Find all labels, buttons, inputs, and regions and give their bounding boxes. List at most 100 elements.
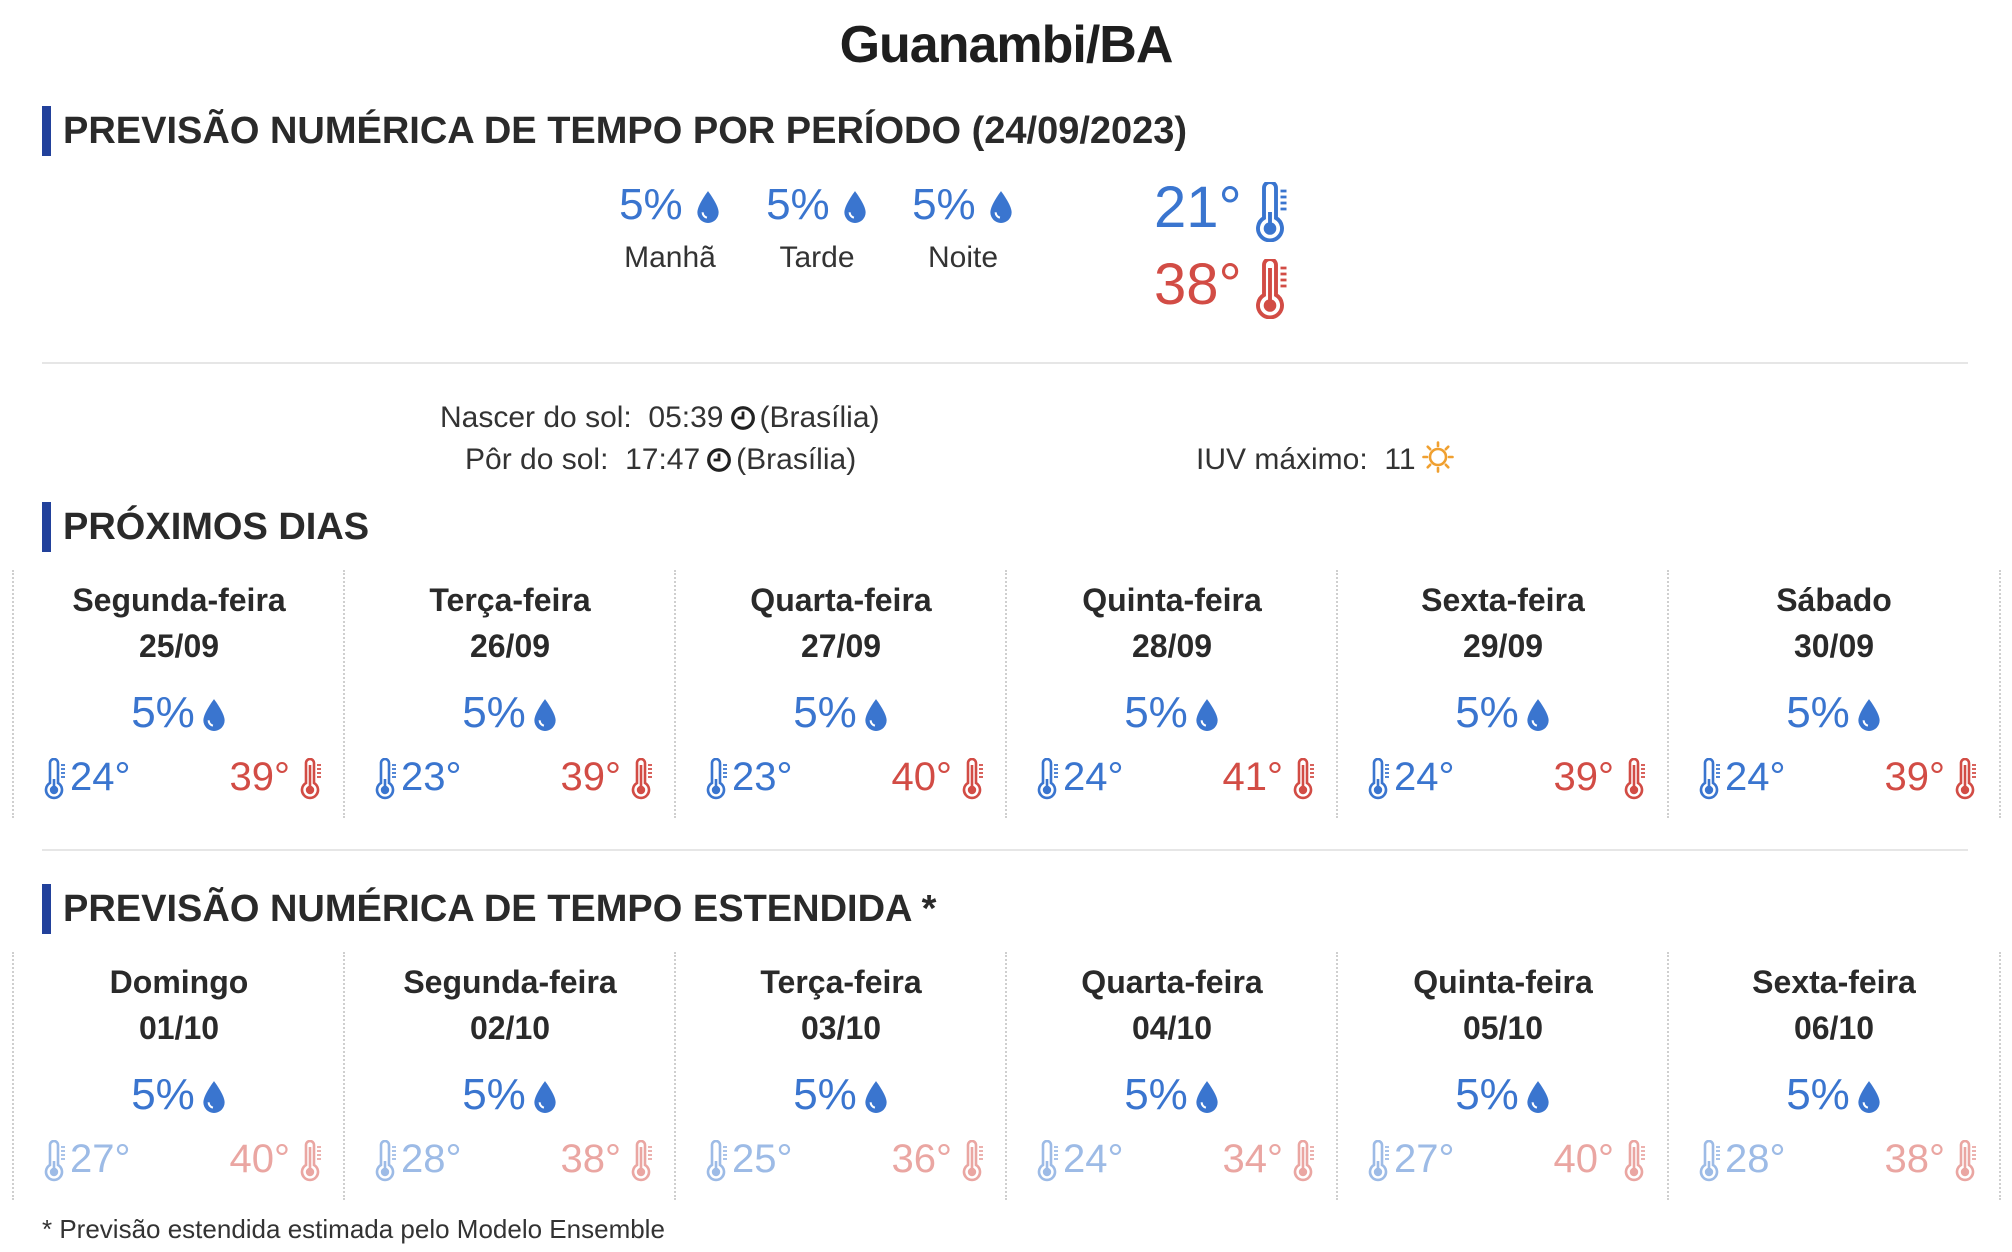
raindrop-icon — [865, 1081, 887, 1114]
min-temp: 24° — [1035, 752, 1124, 802]
rain-chance: 5% — [619, 180, 683, 229]
max-temp: 38° — [561, 1134, 654, 1184]
max-temp-value: 39° — [1553, 755, 1615, 799]
rain-chance: 5% — [1007, 1068, 1337, 1122]
sunset: Pôr do sol: 17:47 (Brasília) — [465, 440, 856, 480]
min-temp-value: 28° — [1725, 1137, 1786, 1181]
footnote: * Previsão estendida estimada pelo Model… — [42, 1214, 665, 1244]
thermometer-hot-icon — [1955, 1140, 1976, 1182]
thermometer-hot-icon — [1624, 1140, 1645, 1182]
thermometer-hot-icon — [1955, 758, 1976, 800]
day-name: Terça-feira — [429, 582, 591, 618]
thermometer-cold-icon — [1699, 758, 1720, 800]
max-temp-value: 40° — [1553, 1137, 1615, 1181]
timezone: (Brasília) — [759, 401, 880, 434]
thermometer-hot-icon — [631, 1140, 652, 1182]
day-date: 04/10 — [1131, 1010, 1213, 1046]
period-label: Noite — [927, 241, 999, 274]
day-card: Segunda-feira 25/09 5% 24° 39° — [12, 570, 344, 818]
rain-chance: 5% — [345, 1068, 675, 1122]
min-temp-value: 23° — [401, 755, 462, 799]
max-temp-value: 41° — [1222, 755, 1284, 799]
min-temp: 23° — [704, 752, 793, 802]
raindrop-icon — [1196, 1081, 1218, 1114]
raindrop-icon — [203, 1081, 225, 1114]
rain-chance: 5% — [1338, 1068, 1668, 1122]
min-temp: 28° — [373, 1134, 462, 1184]
rain-value: 5% — [793, 688, 857, 737]
raindrop-icon — [534, 1081, 556, 1114]
day-name: Quinta-feira — [1413, 964, 1593, 1000]
min-temp: 24° — [1366, 752, 1455, 802]
max-temp: 38° — [1885, 1134, 1978, 1184]
divider — [42, 362, 1968, 364]
raindrop-icon — [844, 191, 866, 224]
max-temp-value: 36° — [891, 1137, 953, 1181]
rain-value: 5% — [131, 688, 195, 737]
min-temp: 24° — [1035, 1134, 1124, 1184]
period-forecast-heading: PREVISÃO NUMÉRICA DE TEMPO POR PERÍODO (… — [42, 106, 1187, 156]
min-temp-value: 24° — [1725, 755, 1786, 799]
max-temp-value: 40° — [229, 1137, 291, 1181]
extended-days-row: Domingo 01/10 5% 27° 40° Segunda-feira 02/10 5%… — [12, 952, 2001, 1200]
temp-value: 38° — [1154, 252, 1242, 317]
temp-value: 21° — [1154, 175, 1242, 240]
day-date: 03/10 — [800, 1010, 882, 1046]
min-temp-value: 24° — [70, 755, 131, 799]
sunrise-time: 05:39 — [648, 401, 724, 434]
day-date: 28/09 — [1131, 628, 1213, 664]
rain-chance: 5% — [1669, 686, 1999, 740]
day-card: Quinta-feira 28/09 5% 24° 41° — [1005, 570, 1337, 818]
max-temp: 39° — [561, 752, 654, 802]
max-temp: 36° — [892, 1134, 985, 1184]
rain-value: 5% — [462, 688, 526, 737]
thermometer-cold-icon — [375, 1140, 396, 1182]
min-temp: 27° — [1366, 1134, 1455, 1184]
day-name: Segunda-feira — [72, 582, 286, 618]
thermometer-hot-icon — [1255, 256, 1287, 320]
period-label: Manhã — [624, 241, 716, 274]
thermometer-cold-icon — [44, 1140, 65, 1182]
uv-label: IUV máximo: — [1196, 443, 1368, 476]
rain-value: 5% — [1455, 688, 1519, 737]
raindrop-icon — [534, 699, 556, 732]
day-name: Quarta-feira — [750, 582, 932, 618]
rain-chance: 5% — [912, 180, 976, 229]
day-name: Quarta-feira — [1081, 964, 1263, 1000]
rain-value: 5% — [1455, 1070, 1519, 1119]
min-temp-value: 25° — [732, 1137, 793, 1181]
max-temp: 34° — [1223, 1134, 1316, 1184]
min-temp: 28° — [1697, 1134, 1786, 1184]
thermometer-cold-icon — [1699, 1140, 1720, 1182]
day-date: 25/09 — [138, 628, 220, 664]
rain-value: 5% — [462, 1070, 526, 1119]
max-temp-value: 39° — [560, 755, 622, 799]
day-date: 05/10 — [1462, 1010, 1544, 1046]
thermometer-cold-icon — [1368, 1140, 1389, 1182]
raindrop-icon — [1196, 699, 1218, 732]
rain-value: 5% — [1786, 1070, 1850, 1119]
thermometer-cold-icon — [706, 758, 727, 800]
max-temp: 40° — [1554, 1134, 1647, 1184]
min-temp-value: 27° — [1394, 1137, 1455, 1181]
rain-chance: 5% — [1007, 686, 1337, 740]
day-card: Terça-feira 26/09 5% 23° 39° — [343, 570, 675, 818]
raindrop-icon — [1527, 1081, 1549, 1114]
min-temp-value: 24° — [1063, 755, 1124, 799]
rain-chance: 5% — [1338, 686, 1668, 740]
max-temp: 40° — [892, 752, 985, 802]
thermometer-hot-icon — [631, 758, 652, 800]
divider — [42, 849, 1968, 851]
sunset-time: 17:47 — [625, 443, 701, 476]
day-name: Segunda-feira — [403, 964, 617, 1000]
day-date: 29/09 — [1462, 628, 1544, 664]
extended-forecast-heading: PREVISÃO NUMÉRICA DE TEMPO ESTENDIDA * — [42, 884, 936, 934]
page-title: Guanambi/BA — [839, 16, 1174, 74]
day-name: Terça-feira — [760, 964, 922, 1000]
rain-chance: 5% — [676, 1068, 1006, 1122]
clock-icon — [730, 406, 755, 430]
sunset-label: Pôr do sol: — [465, 443, 609, 476]
next-days-heading: PRÓXIMOS DIAS — [42, 502, 369, 552]
day-name: Sexta-feira — [1421, 582, 1585, 618]
day-date: 02/10 — [469, 1010, 551, 1046]
